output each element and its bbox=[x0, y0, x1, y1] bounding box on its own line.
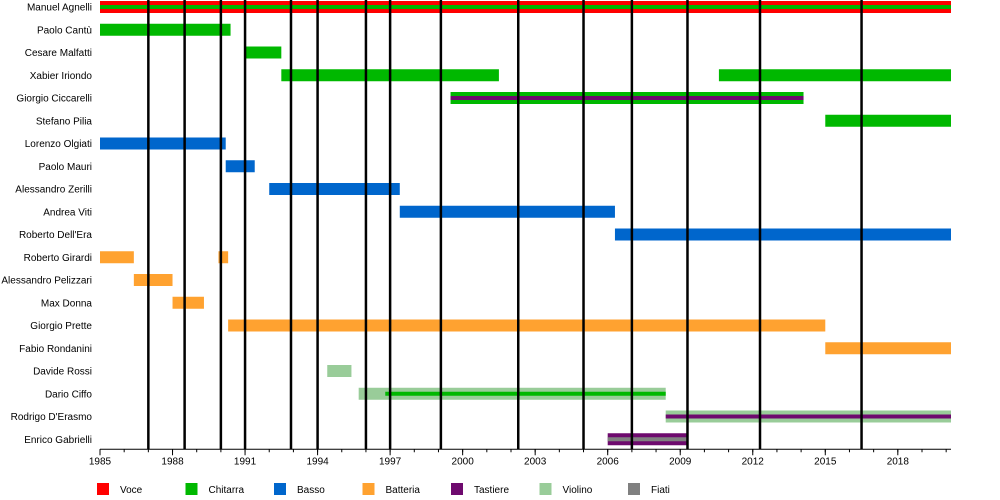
bar-chitarra-overlay bbox=[385, 391, 666, 396]
x-tick-label: 1997 bbox=[379, 456, 402, 467]
bar-fiati-overlay bbox=[607, 437, 688, 442]
bar-batteria bbox=[172, 296, 204, 309]
member-label: Alessandro Zerilli bbox=[15, 185, 92, 196]
bar-basso bbox=[399, 205, 615, 218]
bar-batteria bbox=[133, 274, 173, 286]
legend-label-tastiere: Tastiere bbox=[474, 485, 509, 496]
legend-label-violino: Violino bbox=[563, 485, 593, 496]
x-tick-label: 2015 bbox=[814, 456, 837, 467]
legend-swatch-tastiere bbox=[451, 483, 463, 495]
member-label: Alessandro Pelizzari bbox=[1, 276, 92, 287]
member-labels: Manuel Agnelli Paolo Cantù Cesare Malfatti… bbox=[1, 3, 92, 446]
legend-label-basso: Basso bbox=[297, 485, 325, 496]
bar-chitarra bbox=[100, 23, 231, 36]
bar-violino bbox=[327, 365, 352, 377]
member-label: Rodrigo D'Erasmo bbox=[11, 412, 93, 423]
member-label: Giorgio Prette bbox=[30, 321, 92, 332]
x-tick-label: 2000 bbox=[452, 456, 475, 467]
member-bars bbox=[100, 1, 951, 446]
member-label: Max Donna bbox=[41, 298, 93, 309]
bar-chitarra bbox=[245, 46, 282, 59]
x-axis: 1985 1988 1991 1994 1997 2000 2003 2006 2009 2012… bbox=[89, 448, 951, 467]
legend-swatch-voce bbox=[97, 483, 109, 495]
member-label: Davide Rossi bbox=[33, 367, 92, 378]
member-label: Fabio Rondanini bbox=[19, 344, 92, 355]
x-tick-label: 2006 bbox=[597, 456, 620, 467]
bar-batteria bbox=[218, 251, 229, 264]
legend-swatch-batteria bbox=[362, 483, 375, 495]
member-label: Xabier Iriondo bbox=[30, 71, 93, 82]
x-tick-label: 1985 bbox=[89, 456, 112, 467]
legend-label-fiati: Fiati bbox=[651, 485, 670, 496]
x-tick-label: 1991 bbox=[234, 456, 257, 467]
bar-batteria bbox=[825, 342, 951, 355]
member-label: Cesare Malfatti bbox=[25, 48, 92, 59]
member-label: Lorenzo Olgiati bbox=[25, 139, 92, 150]
member-label: Roberto Girardi bbox=[24, 253, 92, 264]
bar-tastiere-overlay bbox=[450, 96, 804, 100]
album-lines bbox=[147, 0, 863, 450]
bar-basso bbox=[100, 137, 226, 150]
x-tick-label: 2003 bbox=[524, 456, 547, 467]
legend-label-batteria: Batteria bbox=[386, 485, 421, 496]
bar-chitarra-overlay bbox=[100, 5, 951, 9]
bar-chitarra bbox=[825, 114, 951, 127]
bar-batteria bbox=[100, 251, 134, 264]
x-tick-label: 2018 bbox=[887, 456, 910, 467]
x-tick-label: 2012 bbox=[742, 456, 765, 467]
legend-swatch-chitarra bbox=[185, 483, 198, 495]
member-label: Paolo Cantù bbox=[37, 25, 92, 36]
bar-chitarra bbox=[718, 69, 951, 82]
member-label: Dario Ciffo bbox=[45, 389, 92, 400]
x-tick-label: 1994 bbox=[306, 456, 329, 467]
member-label: Andrea Viti bbox=[43, 207, 92, 218]
bar-basso bbox=[225, 160, 255, 173]
legend-swatch-basso bbox=[274, 483, 286, 495]
member-label: Enrico Gabrielli bbox=[24, 435, 92, 446]
legend-swatch-violino bbox=[539, 483, 552, 495]
legend-label-voce: Voce bbox=[120, 485, 143, 496]
x-tick-label: 2009 bbox=[669, 456, 692, 467]
legend: Voce Chitarra Basso Batteria Tastiere Violino… bbox=[97, 483, 670, 496]
member-label: Stefano Pilia bbox=[36, 116, 93, 127]
bar-batteria bbox=[228, 319, 826, 332]
member-label: Manuel Agnelli bbox=[27, 3, 92, 14]
legend-label-chitarra: Chitarra bbox=[209, 485, 245, 496]
x-tick-label: 1988 bbox=[161, 456, 184, 467]
bar-basso bbox=[269, 183, 400, 195]
bar-tastiere-overlay bbox=[665, 414, 951, 419]
member-label: Roberto Dell'Era bbox=[19, 230, 92, 241]
member-label: Paolo Mauri bbox=[39, 162, 92, 173]
bar-basso bbox=[614, 228, 951, 241]
member-label: Giorgio Ciccarelli bbox=[16, 94, 92, 105]
legend-swatch-fiati bbox=[628, 483, 640, 495]
